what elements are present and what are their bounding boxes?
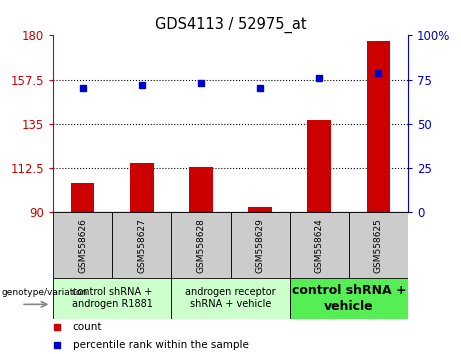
Text: GSM558629: GSM558629 (255, 218, 265, 273)
Bar (366, 41, 390, 212)
Text: GSM558624: GSM558624 (315, 218, 324, 273)
FancyBboxPatch shape (230, 212, 290, 278)
Text: count: count (72, 322, 102, 332)
FancyBboxPatch shape (290, 278, 408, 319)
Text: percentile rank within the sample: percentile rank within the sample (72, 340, 248, 350)
Text: androgen receptor
shRNA + vehicle: androgen receptor shRNA + vehicle (185, 287, 276, 309)
Bar (189, 167, 213, 212)
FancyBboxPatch shape (53, 278, 171, 319)
Text: control shRNA +
androgen R1881: control shRNA + androgen R1881 (72, 287, 153, 309)
Text: GSM558628: GSM558628 (196, 218, 206, 273)
FancyBboxPatch shape (112, 212, 171, 278)
Text: GSM558627: GSM558627 (137, 218, 146, 273)
FancyBboxPatch shape (171, 212, 230, 278)
FancyBboxPatch shape (349, 212, 408, 278)
FancyBboxPatch shape (171, 278, 290, 319)
Text: control shRNA +
vehicle: control shRNA + vehicle (291, 284, 406, 313)
Bar (130, 163, 154, 212)
Text: genotype/variation: genotype/variation (1, 288, 87, 297)
Text: GSM558626: GSM558626 (78, 218, 87, 273)
Bar (71, 183, 95, 212)
Title: GDS4113 / 52975_at: GDS4113 / 52975_at (155, 16, 306, 33)
FancyBboxPatch shape (53, 212, 112, 278)
Text: GSM558625: GSM558625 (374, 218, 383, 273)
FancyBboxPatch shape (290, 212, 349, 278)
Bar (248, 206, 272, 212)
Bar (307, 120, 331, 212)
